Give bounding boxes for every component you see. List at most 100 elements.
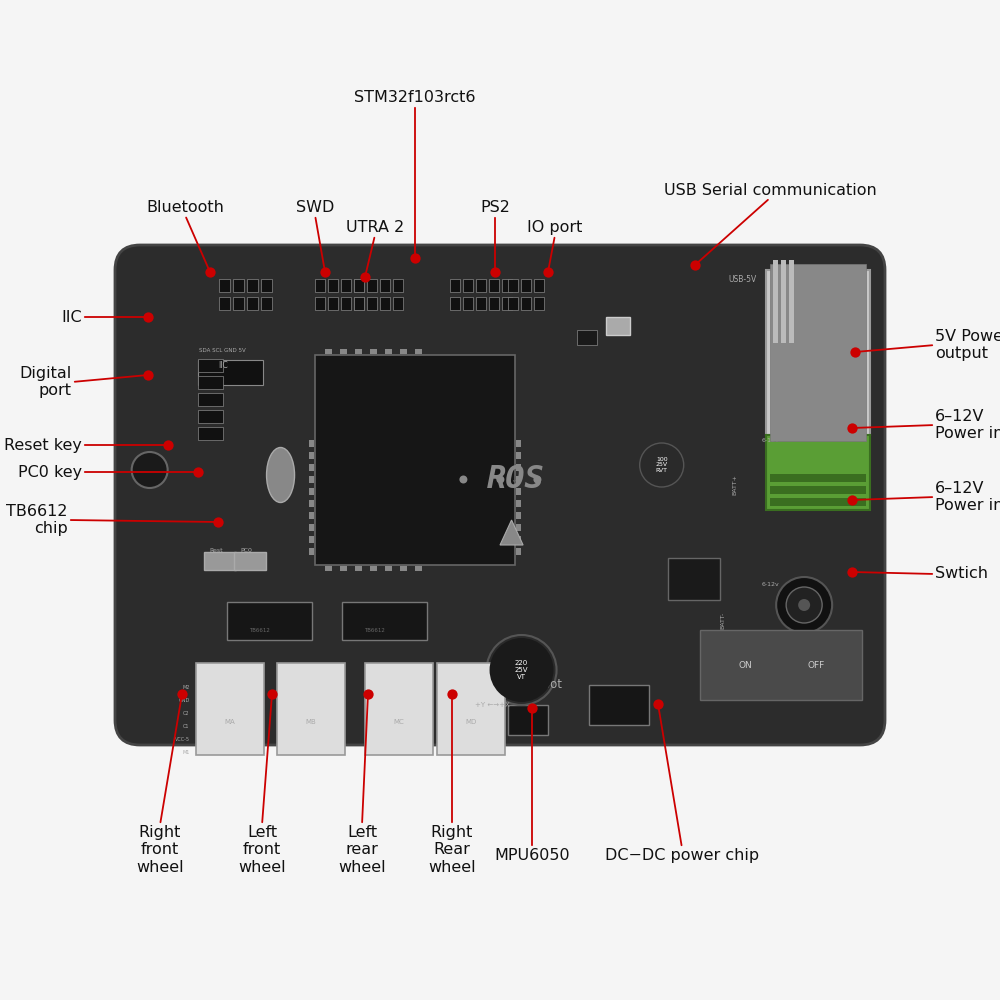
FancyBboxPatch shape bbox=[261, 279, 272, 292]
Circle shape bbox=[459, 476, 467, 484]
Text: 5V Power
output: 5V Power output bbox=[935, 329, 1000, 361]
FancyBboxPatch shape bbox=[309, 512, 314, 519]
Text: ROS: ROS bbox=[487, 464, 544, 495]
FancyBboxPatch shape bbox=[341, 297, 351, 310]
Text: 100
25V
RVT: 100 25V RVT bbox=[656, 457, 668, 473]
Text: BATT-: BATT- bbox=[721, 611, 726, 629]
Text: Reset key: Reset key bbox=[4, 438, 82, 453]
FancyBboxPatch shape bbox=[198, 376, 223, 389]
FancyBboxPatch shape bbox=[367, 279, 377, 292]
Point bbox=[847, 344, 863, 360]
Text: MB: MB bbox=[305, 720, 316, 726]
FancyBboxPatch shape bbox=[516, 476, 521, 483]
Point bbox=[202, 264, 218, 280]
Point bbox=[210, 514, 226, 530]
Text: MPU6050: MPU6050 bbox=[494, 848, 570, 863]
FancyBboxPatch shape bbox=[370, 566, 377, 571]
FancyBboxPatch shape bbox=[437, 663, 505, 755]
Point bbox=[407, 250, 423, 266]
FancyBboxPatch shape bbox=[508, 297, 518, 310]
Circle shape bbox=[776, 577, 832, 633]
FancyBboxPatch shape bbox=[309, 548, 314, 555]
Text: TB6612
chip: TB6612 chip bbox=[7, 504, 68, 536]
FancyBboxPatch shape bbox=[508, 705, 548, 735]
FancyBboxPatch shape bbox=[198, 359, 223, 372]
Circle shape bbox=[640, 443, 684, 487]
Circle shape bbox=[496, 476, 504, 484]
FancyBboxPatch shape bbox=[489, 297, 499, 310]
FancyBboxPatch shape bbox=[502, 279, 512, 292]
Text: BATT+: BATT+ bbox=[732, 475, 737, 495]
FancyBboxPatch shape bbox=[770, 486, 866, 494]
FancyBboxPatch shape bbox=[315, 297, 325, 310]
FancyBboxPatch shape bbox=[277, 663, 345, 755]
FancyBboxPatch shape bbox=[476, 279, 486, 292]
Point bbox=[140, 367, 156, 383]
FancyBboxPatch shape bbox=[233, 297, 244, 310]
Text: SDA SCL GND 5V: SDA SCL GND 5V bbox=[199, 348, 246, 353]
Text: STM32f103rct6: STM32f103rct6 bbox=[354, 90, 476, 105]
FancyBboxPatch shape bbox=[534, 297, 544, 310]
FancyBboxPatch shape bbox=[476, 297, 486, 310]
FancyBboxPatch shape bbox=[773, 260, 778, 342]
FancyBboxPatch shape bbox=[340, 566, 347, 571]
FancyBboxPatch shape bbox=[521, 279, 531, 292]
Text: Rest: Rest bbox=[209, 548, 223, 552]
FancyBboxPatch shape bbox=[354, 279, 364, 292]
FancyBboxPatch shape bbox=[196, 663, 264, 755]
Point bbox=[444, 686, 460, 702]
Text: C1: C1 bbox=[183, 724, 190, 729]
Text: ON: ON bbox=[739, 661, 752, 670]
Point bbox=[160, 437, 176, 453]
FancyBboxPatch shape bbox=[261, 297, 272, 310]
Text: IO port: IO port bbox=[527, 220, 583, 235]
Point bbox=[687, 257, 703, 273]
Text: PC0: PC0 bbox=[241, 548, 253, 552]
FancyBboxPatch shape bbox=[354, 279, 364, 292]
Text: PS2: PS2 bbox=[480, 200, 510, 215]
Text: Bluetooth: Bluetooth bbox=[146, 200, 224, 215]
FancyBboxPatch shape bbox=[415, 349, 422, 354]
FancyBboxPatch shape bbox=[516, 488, 521, 495]
Text: ⦼R⦼O⦼S: ⦼R⦼O⦼S bbox=[513, 479, 518, 481]
Point bbox=[844, 564, 860, 580]
FancyBboxPatch shape bbox=[234, 552, 266, 570]
Point bbox=[190, 464, 206, 480]
Text: 220
25V
VT: 220 25V VT bbox=[515, 660, 528, 680]
FancyBboxPatch shape bbox=[233, 279, 244, 292]
Text: Left
rear
wheel: Left rear wheel bbox=[338, 825, 386, 875]
FancyBboxPatch shape bbox=[516, 536, 521, 543]
FancyBboxPatch shape bbox=[198, 360, 263, 385]
Text: IIC: IIC bbox=[61, 310, 82, 324]
Point bbox=[844, 492, 860, 508]
FancyBboxPatch shape bbox=[309, 488, 314, 495]
FancyBboxPatch shape bbox=[355, 349, 362, 354]
FancyBboxPatch shape bbox=[380, 279, 390, 292]
FancyBboxPatch shape bbox=[367, 297, 377, 310]
Point bbox=[650, 696, 666, 712]
Text: 6–12V
Power input: 6–12V Power input bbox=[935, 481, 1000, 513]
Point bbox=[264, 686, 280, 702]
FancyBboxPatch shape bbox=[516, 452, 521, 459]
Text: Left
front
wheel: Left front wheel bbox=[238, 825, 286, 875]
FancyBboxPatch shape bbox=[315, 279, 325, 292]
Text: C2: C2 bbox=[183, 711, 190, 716]
Text: PC0 key: PC0 key bbox=[18, 464, 82, 480]
FancyBboxPatch shape bbox=[340, 349, 347, 354]
FancyBboxPatch shape bbox=[309, 500, 314, 507]
FancyBboxPatch shape bbox=[328, 279, 338, 292]
FancyBboxPatch shape bbox=[341, 279, 351, 292]
Text: MOEBIUS: MOEBIUS bbox=[463, 726, 498, 734]
FancyBboxPatch shape bbox=[789, 260, 794, 342]
FancyBboxPatch shape bbox=[770, 498, 866, 506]
Text: 6–12V
Power input: 6–12V Power input bbox=[935, 409, 1000, 441]
FancyBboxPatch shape bbox=[770, 264, 866, 441]
FancyBboxPatch shape bbox=[365, 663, 433, 755]
FancyBboxPatch shape bbox=[219, 279, 230, 292]
Text: MC: MC bbox=[394, 720, 405, 726]
FancyBboxPatch shape bbox=[309, 536, 314, 543]
Text: GND: GND bbox=[178, 698, 190, 703]
FancyBboxPatch shape bbox=[309, 476, 314, 483]
FancyBboxPatch shape bbox=[516, 440, 521, 447]
FancyBboxPatch shape bbox=[354, 297, 364, 310]
